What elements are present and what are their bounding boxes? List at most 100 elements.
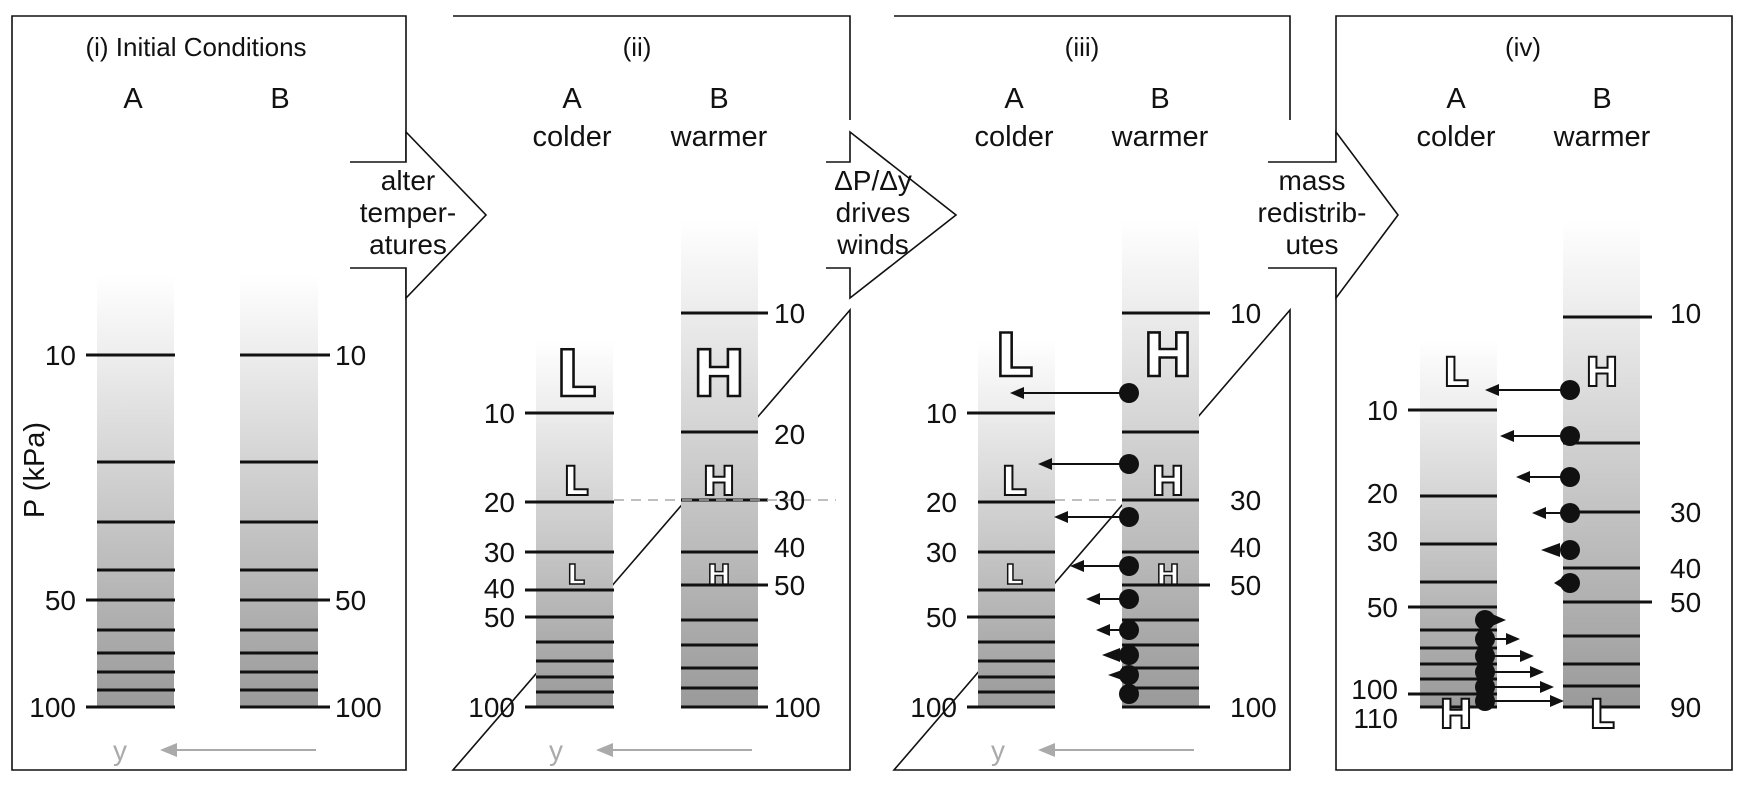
tick-label: 100 <box>335 692 382 723</box>
tick-label: 10 <box>774 298 805 329</box>
wind-origin-dot <box>1119 645 1139 665</box>
tick-label: 50 <box>1670 587 1701 618</box>
panel-ii-frame <box>451 15 851 771</box>
transition-3-line-3: utes <box>1286 229 1339 260</box>
low-pressure-mark: L <box>1589 692 1615 738</box>
transition-1-line-2: temper- <box>360 197 456 228</box>
wind-origin-dot <box>1560 573 1580 593</box>
high-pressure-mark: H <box>702 459 735 505</box>
arrow-left-icon <box>1070 560 1084 572</box>
tick-label: 20 <box>774 419 805 450</box>
chevron-arrow-icon <box>826 130 958 300</box>
high-pressure-mark: H <box>1151 459 1184 505</box>
tick-label: 10 <box>335 340 366 371</box>
tick-label: 10 <box>45 340 76 371</box>
tick-label: 10 <box>484 398 515 429</box>
column-a <box>97 275 174 707</box>
tick-label: 100 <box>910 692 957 723</box>
arrow-left-icon <box>1541 543 1560 557</box>
panel-ii: (ii) A colder B warmer <box>468 32 836 766</box>
y-direction-arrow: y <box>991 735 1194 766</box>
transition-3-line-1: mass <box>1279 165 1346 196</box>
low-pressure-mark: L <box>1001 459 1027 505</box>
arrow-left-icon <box>1054 511 1068 523</box>
tick-label: 30 <box>484 537 515 568</box>
tick-label: 50 <box>45 585 76 616</box>
tick-label: 30 <box>1670 497 1701 528</box>
panel-iv-col-b-sub: warmer <box>1553 121 1651 153</box>
panel-iii-col-a: A <box>1004 83 1024 115</box>
tick-label: 20 <box>926 487 957 518</box>
panel-iv-col-b: B <box>1592 83 1611 115</box>
arrow-left-icon <box>1038 458 1052 470</box>
tick-label: 100 <box>774 692 821 723</box>
y-direction-label: y <box>549 735 563 766</box>
high-pressure-mark: H <box>692 338 746 412</box>
arrow-left-icon <box>1010 387 1024 399</box>
arrow-right-icon <box>1530 666 1544 678</box>
arrow-left-icon <box>1038 743 1055 757</box>
panel-i-col-a: A <box>123 83 143 115</box>
tick-label: 40 <box>774 532 805 563</box>
tick-label: 50 <box>1230 570 1261 601</box>
low-pressure-mark: L <box>1005 558 1023 591</box>
low-pressure-mark: L <box>1443 350 1469 396</box>
arrow-right-icon <box>1550 695 1564 707</box>
isobars-a <box>525 411 614 709</box>
tick-label: 40 <box>1670 553 1701 584</box>
tick-label: 110 <box>1353 703 1398 734</box>
y-direction-label: y <box>991 735 1005 766</box>
arrow-left-icon <box>1108 670 1122 680</box>
transition-1-line-3: atures <box>369 229 447 260</box>
arrow-left-icon <box>1532 507 1546 519</box>
isobars-b <box>240 353 330 709</box>
arrow-right-icon <box>1492 614 1506 626</box>
high-pressure-mark: H <box>1439 692 1472 738</box>
transition-3: mass redistrib- utes <box>1258 129 1399 301</box>
y-direction-arrow: y <box>549 735 752 766</box>
wind-origin-dot <box>1119 665 1139 685</box>
tick-label: 100 <box>1230 692 1277 723</box>
panel-ii-col-b-sub: warmer <box>670 121 768 153</box>
y-axis-label: P (kPa) <box>19 422 51 518</box>
transition-2-line-1: ΔP/Δy <box>834 165 912 196</box>
tick-label: 10 <box>1230 298 1261 329</box>
panel-iii-frame <box>892 15 1291 771</box>
transition-2-line-2: drives <box>836 197 911 228</box>
transition-2-line-3: winds <box>836 229 909 260</box>
panel-i-frame <box>11 15 407 771</box>
column-a <box>978 340 1055 707</box>
arrow-left-icon <box>596 743 613 757</box>
arrow-right-icon <box>1506 633 1520 645</box>
wind-origin-dot <box>1119 684 1139 704</box>
y-direction-arrow: y <box>113 735 316 766</box>
column-b <box>1563 220 1640 707</box>
arrow-left-icon <box>1096 624 1110 636</box>
tick-label: 40 <box>1230 532 1261 563</box>
isobars-a <box>967 411 1055 709</box>
wind-origin-dot <box>1475 610 1495 630</box>
low-pressure-mark: L <box>556 338 597 412</box>
tick-label: 90 <box>1670 692 1701 723</box>
wind-origin-dot <box>1560 540 1580 560</box>
tick-label: 50 <box>335 585 366 616</box>
tick-label: 50 <box>774 570 805 601</box>
tick-label: 100 <box>29 692 76 723</box>
arrow-left-icon <box>1554 578 1562 588</box>
chevron-arrow-icon <box>1268 129 1399 301</box>
transition-1: alter temper- atures <box>350 130 488 300</box>
arrow-right-icon <box>1520 650 1534 662</box>
tick-label: 50 <box>484 602 515 633</box>
tick-label: 10 <box>1670 298 1701 329</box>
tick-label: 50 <box>926 602 957 633</box>
panel-iii-title: (iii) <box>1065 32 1100 62</box>
tick-label: 30 <box>1230 485 1261 516</box>
panel-iii-col-a-sub: colder <box>975 121 1054 153</box>
panel-frames <box>11 15 1733 771</box>
tick-label: 20 <box>1367 478 1398 509</box>
tick-label: 100 <box>468 692 515 723</box>
tick-label: 10 <box>1367 395 1398 426</box>
column-b <box>240 275 318 707</box>
arrow-left-icon <box>160 743 177 757</box>
